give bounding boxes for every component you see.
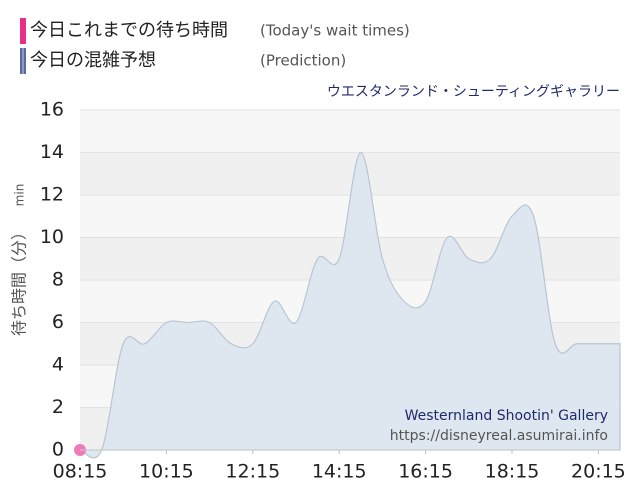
legend-label-en: (Today's wait times) — [260, 22, 410, 40]
chart-title: ウエスタンランド・シューティングギャラリー — [327, 84, 620, 100]
legend-label: 今日の混雑予想 — [30, 50, 156, 71]
x-tick-label: 10:15 — [139, 461, 194, 483]
legend-label-en: (Prediction) — [260, 52, 346, 70]
prediction-area — [79, 151, 621, 459]
legend-swatch — [20, 48, 26, 74]
y-tick-label: 2 — [52, 396, 64, 418]
x-tick-label: 14:15 — [312, 461, 367, 483]
y-tick-label: 16 — [40, 99, 64, 121]
grid-band — [80, 152, 620, 195]
legend-label: 今日これまでの待ち時間 — [30, 20, 228, 41]
y-tick-label: 4 — [52, 354, 64, 376]
y-tick-label: 0 — [52, 439, 64, 461]
y-axis-unit: min — [13, 184, 27, 207]
annotation: https://disneyreal.asumirai.info — [390, 428, 608, 444]
y-tick-label: 10 — [40, 226, 64, 248]
annotation: Westernland Shootin' Gallery — [405, 408, 608, 424]
x-tick-label: 20:15 — [571, 461, 626, 483]
y-axis-label: 待ち時間（分） — [10, 224, 29, 336]
plot-area: 0 2 4 6 8 10 12 14 16 08:15 10:15 12:15 14:15 16:15 18… — [40, 99, 626, 483]
x-tick-label: 08:15 — [53, 461, 108, 483]
y-tick-label: 12 — [40, 184, 64, 206]
legend-swatch — [20, 18, 26, 44]
y-tick-label: 14 — [40, 141, 64, 163]
x-tick-label: 16:15 — [398, 461, 453, 483]
x-tick-label: 12:15 — [225, 461, 280, 483]
y-tick-label: 8 — [52, 269, 64, 291]
y-tick-label: 6 — [52, 311, 64, 333]
x-tick-label: 18:15 — [485, 461, 540, 483]
